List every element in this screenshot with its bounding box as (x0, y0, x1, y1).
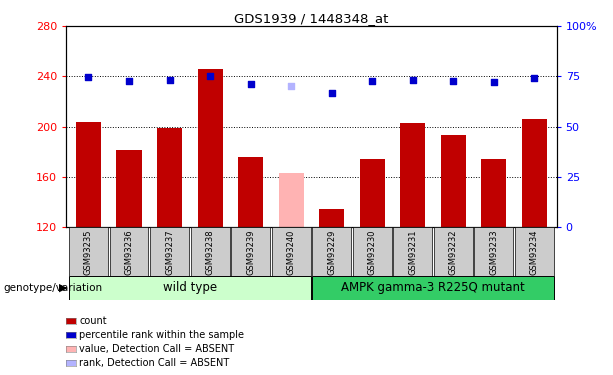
Text: count: count (79, 316, 107, 326)
Point (124, 78, 134, 84)
FancyBboxPatch shape (150, 227, 189, 276)
Bar (157, 128, 182, 227)
Text: wild type: wild type (163, 281, 217, 294)
Text: percentile rank within the sample: percentile rank within the sample (79, 330, 244, 340)
Point (367, 78, 377, 84)
Bar (76, 122, 101, 227)
FancyBboxPatch shape (434, 227, 473, 276)
Text: ▶: ▶ (59, 283, 67, 293)
Text: GSM93239: GSM93239 (246, 229, 255, 275)
Bar (319, 209, 345, 227)
FancyBboxPatch shape (231, 227, 270, 276)
Bar (522, 119, 547, 227)
Text: GSM93233: GSM93233 (489, 229, 498, 275)
Point (408, 77, 417, 83)
FancyBboxPatch shape (69, 227, 108, 276)
Text: value, Detection Call = ABSENT: value, Detection Call = ABSENT (79, 344, 234, 354)
Text: GSM93240: GSM93240 (287, 229, 295, 274)
FancyBboxPatch shape (110, 227, 148, 276)
FancyBboxPatch shape (394, 227, 432, 276)
Text: GSM93234: GSM93234 (530, 229, 539, 275)
Point (530, 75, 539, 81)
FancyBboxPatch shape (352, 227, 392, 276)
Point (83, 74, 93, 80)
Text: GSM93231: GSM93231 (408, 229, 417, 275)
Bar (400, 123, 425, 227)
Text: GSM93235: GSM93235 (84, 229, 93, 275)
Bar (360, 159, 385, 227)
Text: GSM93232: GSM93232 (449, 229, 458, 275)
Text: GSM93236: GSM93236 (124, 229, 134, 275)
Point (489, 79, 499, 85)
Bar (312, 276, 554, 300)
FancyBboxPatch shape (312, 227, 351, 276)
Text: genotype/variation: genotype/variation (3, 283, 102, 293)
Text: rank, Detection Call = ABSENT: rank, Detection Call = ABSENT (79, 358, 229, 368)
Bar (238, 157, 263, 227)
Text: GSM93237: GSM93237 (165, 229, 174, 275)
Text: GSM93229: GSM93229 (327, 229, 336, 274)
Point (205, 73, 215, 79)
Bar (197, 69, 223, 227)
Title: GDS1939 / 1448348_at: GDS1939 / 1448348_at (234, 12, 389, 25)
Point (246, 81, 256, 87)
FancyBboxPatch shape (515, 227, 554, 276)
FancyBboxPatch shape (474, 227, 513, 276)
Text: GSM93238: GSM93238 (205, 229, 215, 275)
FancyBboxPatch shape (272, 227, 311, 276)
Bar (278, 173, 303, 227)
Point (327, 90, 337, 96)
Bar (116, 150, 142, 227)
Bar (441, 135, 466, 227)
Point (448, 78, 458, 84)
Bar (69, 276, 311, 300)
Point (286, 83, 296, 89)
Text: GSM93230: GSM93230 (368, 229, 377, 275)
Bar (481, 159, 506, 227)
Point (165, 77, 175, 83)
Text: AMPK gamma-3 R225Q mutant: AMPK gamma-3 R225Q mutant (341, 281, 525, 294)
FancyBboxPatch shape (191, 227, 229, 276)
